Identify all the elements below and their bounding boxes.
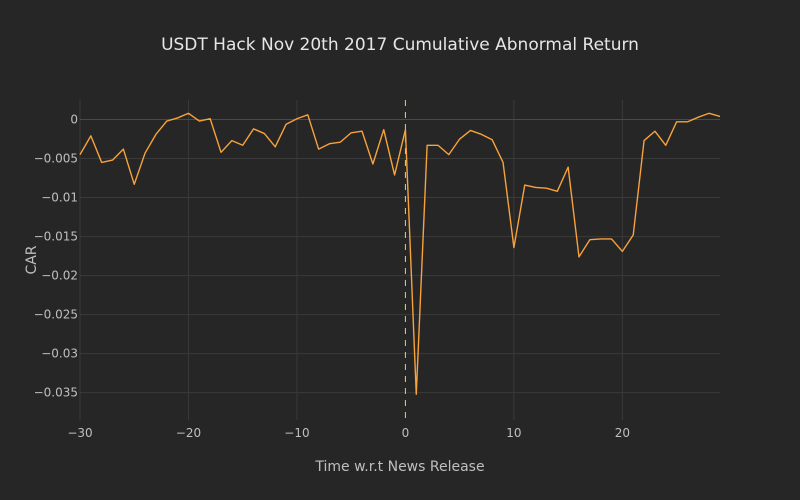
y-tick-label: −0.02 <box>41 269 78 283</box>
x-axis-title: Time w.r.t News Release <box>314 459 484 475</box>
x-tick-label: 0 <box>402 426 410 440</box>
chart-title: USDT Hack Nov 20th 2017 Cumulative Abnor… <box>161 35 639 55</box>
x-tick-label: −30 <box>67 426 92 440</box>
y-tick-label: 0 <box>70 113 78 127</box>
x-tick-label: 20 <box>615 426 630 440</box>
x-tick-label: −20 <box>176 426 201 440</box>
y-tick-label: −0.03 <box>41 347 78 361</box>
y-tick-label: −0.005 <box>34 152 78 166</box>
grid-layer <box>79 100 720 420</box>
y-tick-label: −0.025 <box>34 308 78 322</box>
ticks-layer: −30 −20 −10 0 10 20 0 −0.005 −0.01 −0.015 −0.02 −0.… <box>34 113 630 440</box>
x-tick-label: 10 <box>506 426 521 440</box>
y-tick-label: −0.01 <box>41 191 78 205</box>
marks-layer <box>79 100 721 420</box>
y-tick-label: −0.035 <box>34 386 78 400</box>
series-line <box>79 112 721 395</box>
y-axis-title: CAR <box>24 245 40 274</box>
x-tick-label: −10 <box>284 426 309 440</box>
y-tick-label: −0.015 <box>34 230 78 244</box>
